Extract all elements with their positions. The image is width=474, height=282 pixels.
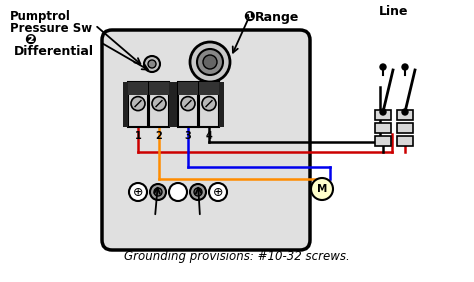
Bar [128,82,148,94]
Circle shape [197,49,223,75]
Circle shape [144,56,160,72]
Bar [171,82,176,127]
Text: 1: 1 [135,131,141,141]
Bar [178,82,198,127]
Bar [219,82,224,127]
FancyBboxPatch shape [102,30,310,250]
Circle shape [131,97,145,111]
Bar [128,82,148,127]
Text: ❶: ❶ [243,10,255,24]
Circle shape [203,55,217,69]
Text: Pumptrol: Pumptrol [10,10,71,23]
Bar [178,82,198,94]
Bar [375,136,391,146]
Text: Differential: Differential [14,45,94,58]
Circle shape [402,64,408,70]
Bar [123,82,128,127]
Text: ⊕: ⊕ [213,186,223,199]
Circle shape [202,97,216,111]
Text: ❷: ❷ [24,33,36,47]
Circle shape [150,184,166,200]
Circle shape [380,64,386,70]
Circle shape [169,183,187,201]
Circle shape [190,184,206,200]
Text: 3: 3 [185,131,191,141]
Bar [375,123,391,133]
Circle shape [209,183,227,201]
Text: ⊕: ⊕ [133,186,143,199]
Text: Pressure Sw: Pressure Sw [10,22,92,35]
Circle shape [181,97,195,111]
Bar [397,123,413,133]
Circle shape [154,188,162,196]
Text: 4: 4 [206,131,212,141]
Circle shape [129,183,147,201]
Circle shape [194,188,202,196]
Bar [199,82,219,127]
Bar [199,82,219,94]
Bar [149,82,169,94]
Circle shape [152,97,166,111]
Circle shape [380,109,386,115]
Text: 2: 2 [155,131,163,141]
Text: Grounding provisions: #10-32 screws.: Grounding provisions: #10-32 screws. [124,250,350,263]
Text: M: M [317,184,327,194]
Bar [397,110,413,120]
Circle shape [311,178,333,200]
Bar [375,110,391,120]
Text: Range: Range [255,11,300,24]
Text: Line: Line [379,5,409,18]
Bar [149,82,169,127]
Bar [397,136,413,146]
Circle shape [402,109,408,115]
Circle shape [190,42,230,82]
Circle shape [148,60,156,68]
Bar [173,82,177,127]
Bar [169,82,174,127]
